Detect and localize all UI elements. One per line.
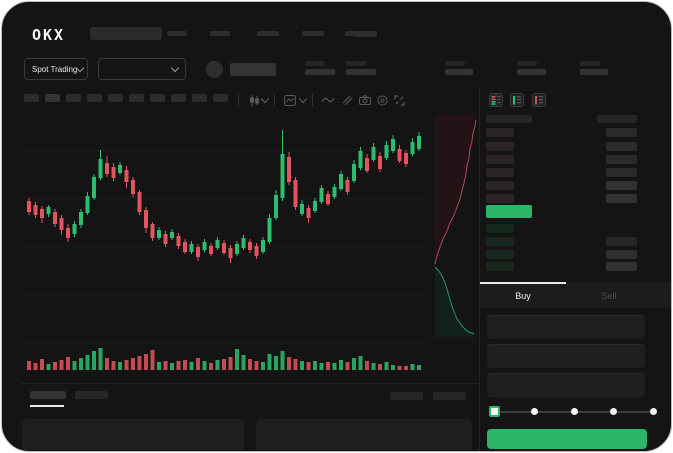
toolbar-divider [312, 94, 313, 106]
settings-icon[interactable] [374, 92, 390, 108]
ask-row[interactable] [480, 168, 654, 177]
chevron-down-icon [170, 63, 180, 72]
bottom-tab[interactable] [75, 391, 108, 399]
slider-stop-50[interactable] [571, 408, 578, 415]
ask-row[interactable] [480, 155, 654, 164]
stat-value [305, 69, 335, 75]
timeframe-button[interactable] [45, 94, 60, 102]
stat-value [346, 69, 376, 75]
depth-chart [434, 114, 477, 337]
bid-row[interactable] [480, 224, 654, 233]
toolbar-divider [238, 94, 239, 106]
ask-row[interactable] [480, 128, 654, 137]
slider-handle[interactable] [489, 406, 500, 417]
timeframe-button[interactable] [87, 94, 102, 102]
indicators-icon[interactable] [282, 92, 298, 108]
bid-row[interactable] [480, 237, 654, 246]
tab-buy[interactable]: Buy [515, 291, 531, 301]
ask-row[interactable] [480, 142, 654, 151]
panel-divider [479, 87, 480, 451]
stat-value [580, 69, 608, 75]
stat-label [305, 61, 325, 66]
stat-value [445, 69, 473, 75]
bottom-tab-active[interactable] [30, 391, 66, 399]
orderbook-view-asks-icon[interactable] [532, 93, 546, 107]
history-panel [256, 419, 472, 450]
price-chart[interactable] [20, 112, 426, 380]
bottom-action[interactable] [433, 392, 466, 400]
bottom-action[interactable] [390, 392, 423, 400]
nav-item[interactable] [167, 31, 187, 36]
stat-label [445, 61, 465, 66]
timeframe-button[interactable] [108, 94, 123, 102]
timeframe-button[interactable] [24, 94, 39, 102]
coin-icon [206, 61, 223, 78]
nav-item[interactable] [353, 31, 377, 37]
pair-dropdown[interactable] [98, 58, 186, 80]
search-bar[interactable] [90, 27, 162, 40]
timeframe-button[interactable] [213, 94, 228, 102]
active-tab-indicator [480, 282, 566, 284]
bid-row[interactable] [480, 262, 654, 271]
orderbook-price-header [486, 115, 532, 123]
orderbook-view-all-icon[interactable] [489, 93, 503, 107]
orders-panel [22, 419, 244, 450]
order-tabs-bar [480, 282, 671, 308]
draw-tool-icon[interactable] [339, 92, 355, 108]
toolbar-divider [274, 94, 275, 106]
line-tool-icon[interactable] [320, 92, 336, 108]
stat-value [517, 69, 546, 75]
timeframe-button[interactable] [129, 94, 144, 102]
orderbook-view-bids-icon[interactable] [510, 93, 524, 107]
chevron-down-icon[interactable] [260, 92, 270, 108]
amount-input[interactable] [487, 344, 645, 368]
chevron-down-icon [76, 63, 85, 72]
stat-label [580, 61, 600, 66]
slider-stop-25[interactable] [531, 408, 538, 415]
total-input[interactable] [487, 373, 645, 397]
market-type-dropdown[interactable]: Spot Trading [24, 58, 88, 80]
timeframe-button[interactable] [192, 94, 207, 102]
timeframe-button[interactable] [150, 94, 165, 102]
nav-item[interactable] [257, 31, 279, 36]
orderbook-amount-header [597, 115, 637, 123]
section-divider [20, 383, 478, 384]
slider-stop-75[interactable] [610, 408, 617, 415]
camera-icon[interactable] [357, 92, 373, 108]
pair-name-placeholder [230, 63, 276, 76]
okx-logo: OKX [32, 26, 66, 44]
nav-item[interactable] [210, 31, 230, 36]
fullscreen-icon[interactable] [391, 92, 407, 108]
submit-buy-button[interactable] [487, 429, 647, 449]
chevron-down-icon[interactable] [298, 92, 308, 108]
market-type-label: Spot Trading [32, 64, 78, 74]
stat-label [517, 61, 537, 66]
nav-item[interactable] [302, 31, 324, 36]
slider-stop-100[interactable] [650, 408, 657, 415]
last-price-bar[interactable] [486, 205, 532, 218]
bottom-tab-underline [30, 405, 64, 407]
timeframe-button[interactable] [66, 94, 81, 102]
bid-row[interactable] [480, 250, 654, 259]
ask-row[interactable] [480, 181, 654, 190]
tab-sell[interactable]: Sell [601, 291, 617, 301]
price-input[interactable] [487, 315, 645, 339]
ask-row[interactable] [480, 194, 654, 203]
chart-type-candle-icon[interactable] [246, 92, 262, 108]
timeframe-button[interactable] [171, 94, 186, 102]
stat-label [346, 61, 366, 66]
